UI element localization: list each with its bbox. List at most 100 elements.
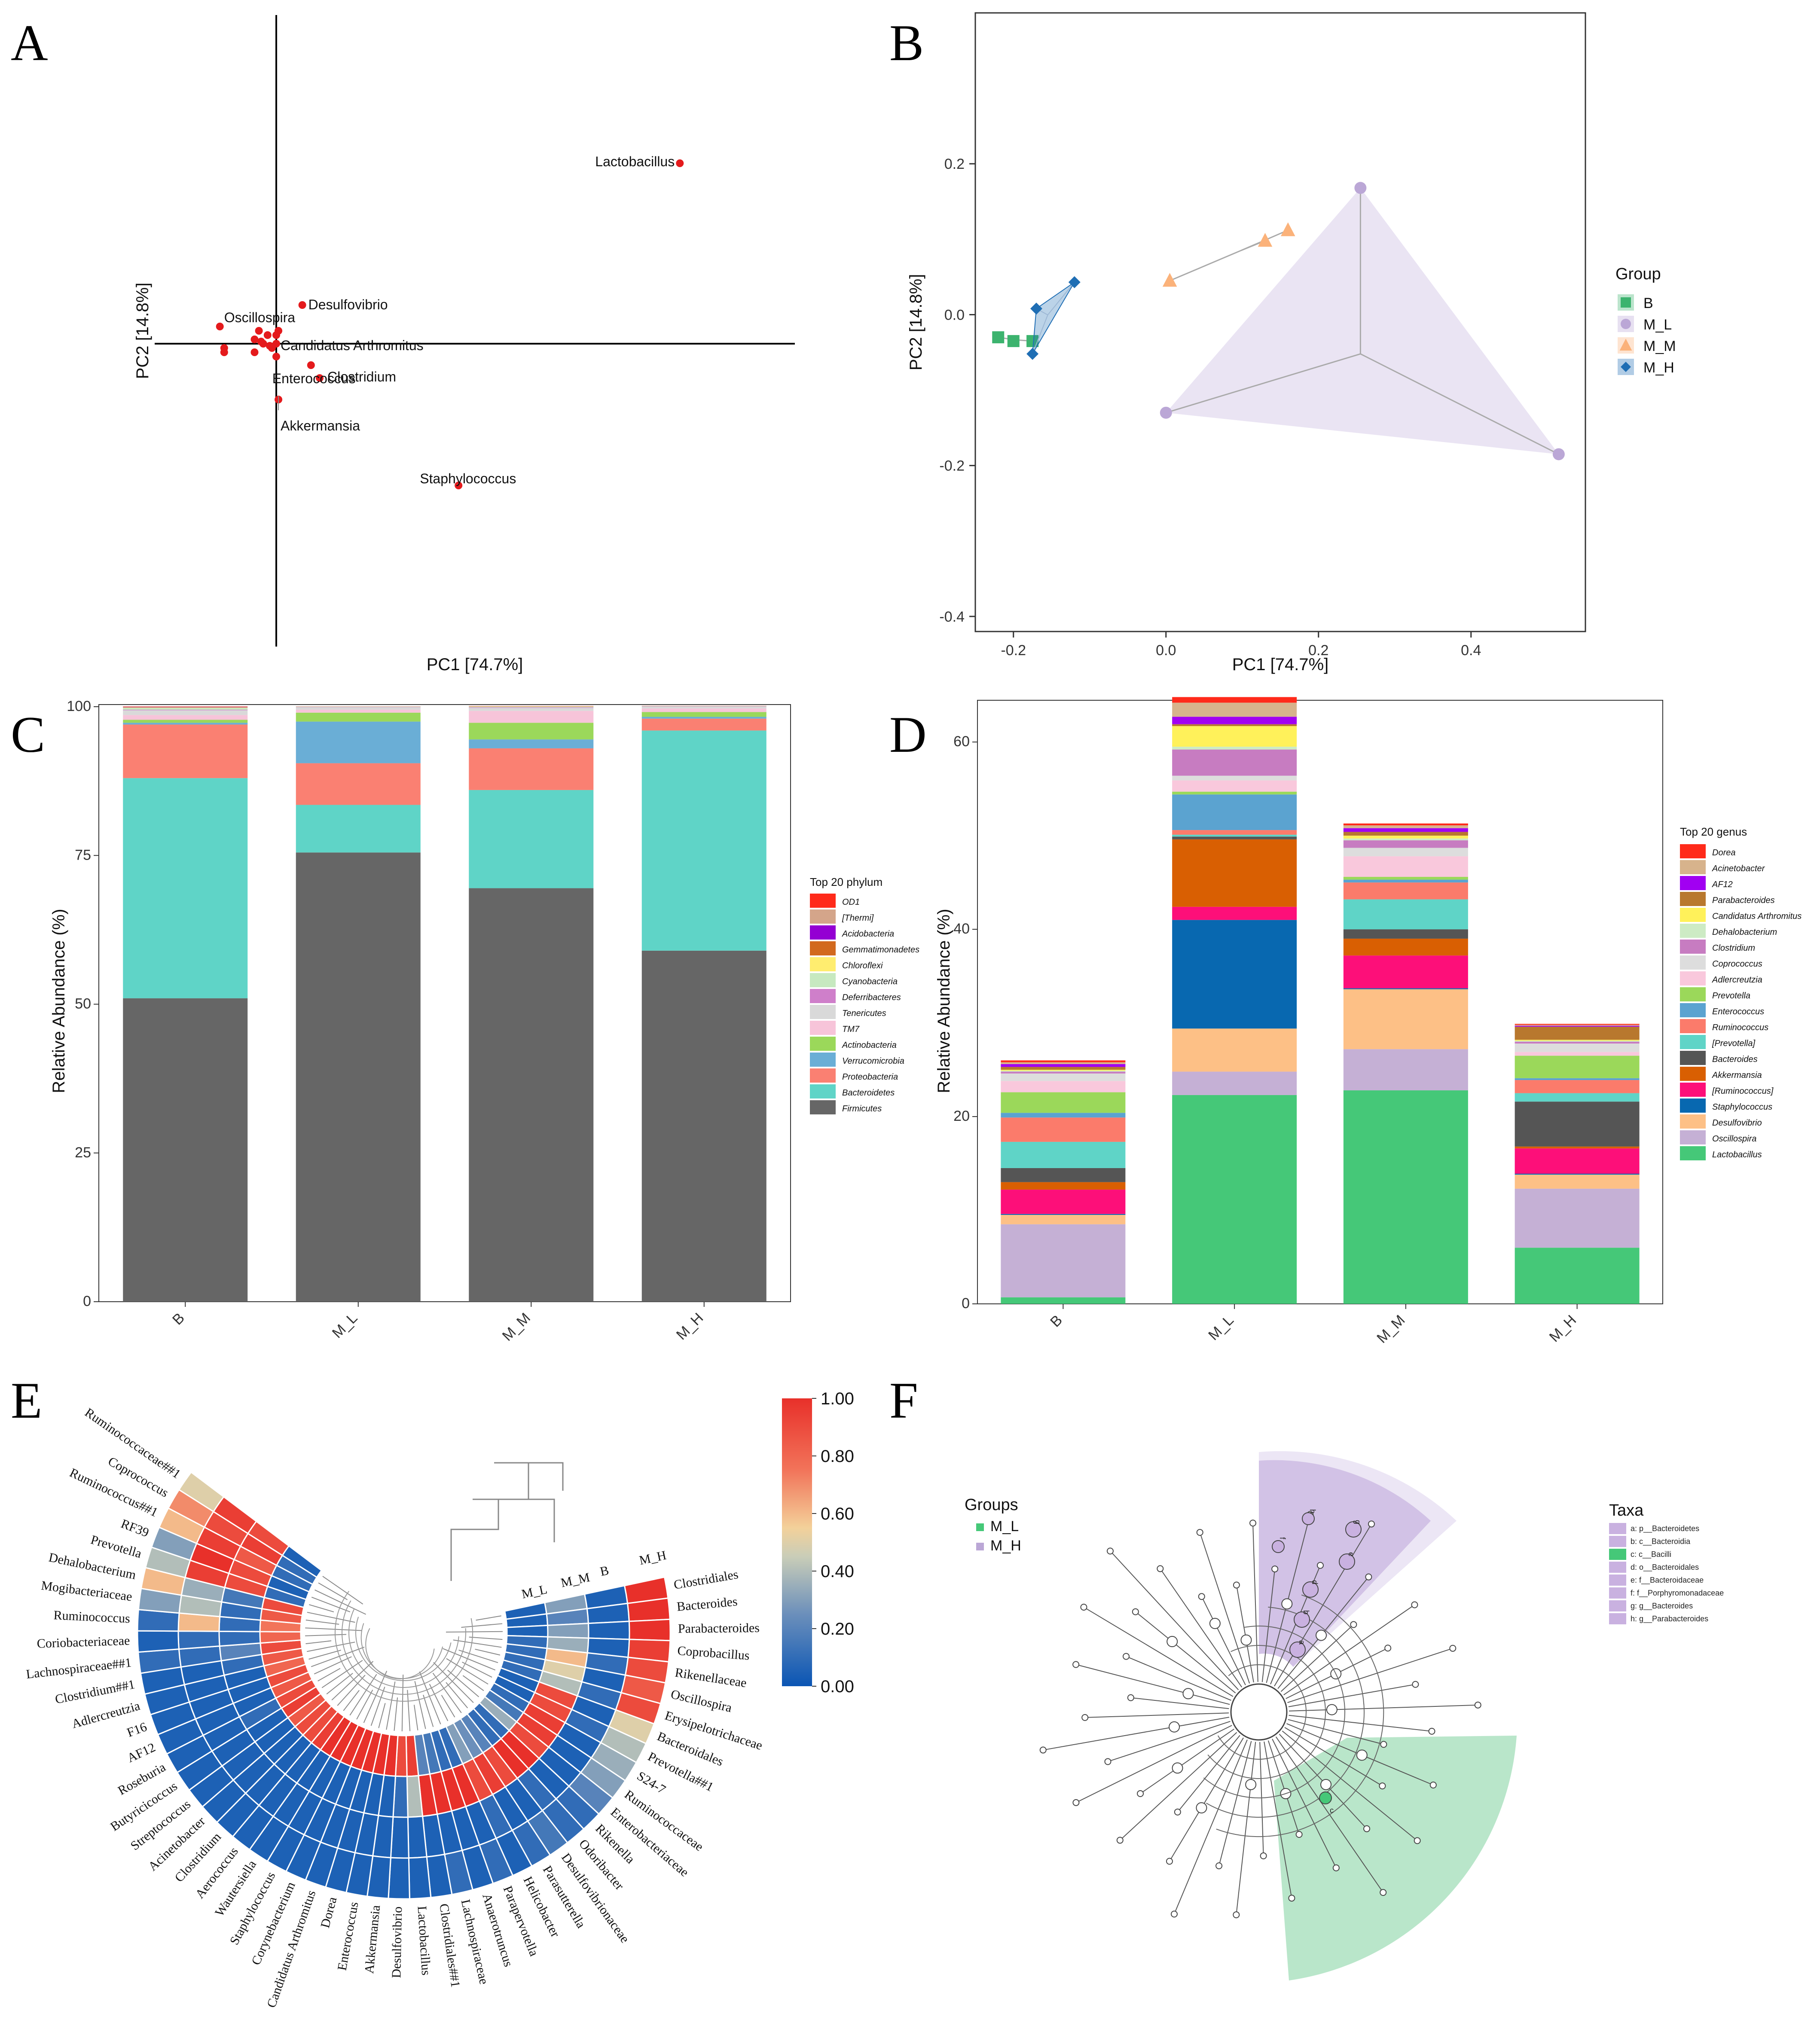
panel-d-bar-m-l-staphylococcus	[1172, 920, 1297, 1029]
panel-e-dendro-branch	[413, 1705, 418, 1730]
panel-c-legend-key-od1	[810, 894, 836, 908]
panel-c-legend-label-tm7: TM7	[842, 1025, 860, 1034]
panel-f-leaf-node	[1198, 1593, 1205, 1600]
panel-e-row-label-m-l: M_L	[520, 1582, 549, 1602]
panel-d-bar-m-l-oscillospira	[1172, 1071, 1297, 1095]
panel-e-dendro-branch	[475, 1648, 501, 1656]
panel-d-bar-m-h-adlercreutzia	[1515, 1052, 1640, 1056]
panel-a-label-clostridium: Clostridium	[327, 369, 396, 384]
panel-d-bar-m-m-dorea	[1343, 823, 1468, 826]
panel-d-bar-m-h-oscillospira	[1515, 1188, 1640, 1248]
panel-e-dendro-branch	[308, 1650, 341, 1660]
panel-e-cell-m-h-parabacteroides	[628, 1618, 671, 1642]
panel-b-spoke-m-h	[1047, 282, 1075, 315]
panel-d-legend-key-ruminococcus	[1680, 1083, 1706, 1097]
panel-d-bar-m-l-prevotella	[1172, 834, 1297, 837]
panel-e-dendro-branch	[429, 1684, 449, 1721]
panel-f-tree: h f g e d b a c	[1039, 1509, 1481, 1919]
panel-d-bar-m-m-bacteroides	[1343, 929, 1468, 939]
panel-e-dendro-arc	[335, 1591, 473, 1702]
panel-b-plot	[992, 182, 1565, 461]
panel-d-bar-m-h-coprococcus	[1515, 1044, 1640, 1052]
panel-a-label-staphylococcus: Staphylococcus	[420, 471, 516, 486]
panel-b-xtick-label: 0.4	[1461, 642, 1481, 659]
panel-e-dendro-branch	[309, 1604, 334, 1612]
panel-c-legend: OD1 [Thermi] Acidobacteria Gemmatimonadetes…	[810, 894, 919, 1114]
panel-b-hull-m-h	[1032, 282, 1075, 354]
panel-f-branch	[1288, 1684, 1416, 1707]
panel-e-col-label-s24-7: S24-7	[635, 1769, 668, 1797]
panel-e-dendro-branch	[378, 1703, 386, 1728]
panel-e-dendrogram	[305, 1462, 564, 1731]
panel-f-leaf-node	[1106, 1547, 1114, 1555]
panel-letter-e: E	[11, 1372, 42, 1429]
panel-c-legend-key-chloroflexi	[810, 957, 836, 971]
panel-e-dendro-branch	[318, 1582, 348, 1600]
panel-d-bar-m-l-coprococcus	[1172, 775, 1297, 781]
panel-f-leaf-node	[1365, 1573, 1372, 1581]
panel-d-bar-m-h-lactobacillus	[1515, 1248, 1640, 1304]
panel-d-bar-m-m-dehalobacterium	[1343, 838, 1468, 841]
panel-d-legend-label-akkermansia: Akkermansia	[1712, 1071, 1762, 1080]
panel-e-cell-m-h-coriobacteriaceae	[137, 1630, 180, 1653]
panel-d-legend-key-oscillospira	[1680, 1130, 1706, 1144]
panel-c-legend-key-proteobacteria	[810, 1068, 836, 1083]
panel-d-bar-b-prevotella	[1001, 1092, 1126, 1113]
panel-c-bar-b-bacteroidetes	[123, 778, 248, 998]
panel-f-inner-node	[1196, 1802, 1207, 1814]
panel-c-bar-m-h-bacteroidetes	[641, 730, 766, 951]
panel-d-bar-m-m-lactobacillus	[1343, 1090, 1468, 1304]
panel-d-legend-label-adlercreutzia: Adlercreutzia	[1712, 975, 1762, 985]
panel-d-legend-label-dehalobacterium: Dehalobacterium	[1712, 928, 1777, 937]
panel-f-taxa-key-3	[1609, 1562, 1626, 1573]
panel-a-label-akkermansia: Akkermansia	[281, 418, 360, 433]
panel-c-legend-key-tenericutes	[810, 1005, 836, 1019]
panel-e-cell-m-h-ruminococcaceae-1	[178, 1471, 225, 1513]
panel-b-ytick-label: -0.2	[939, 458, 965, 474]
panel-f-leaf-node	[1449, 1645, 1457, 1652]
panel-e-dendro-branch	[419, 1671, 441, 1724]
panel-c-legend-key-thermi	[810, 909, 836, 924]
panel-a-cluster-point	[266, 342, 274, 350]
panel-d-legend-label-candidatus-arthromitus: Candidatus Arthromitus	[1712, 912, 1802, 921]
panel-a-point-cluster	[220, 327, 283, 360]
panel-e-row-label-m-m: M_M	[559, 1570, 591, 1590]
panel-e-col-label-ruminococcus: Ruminococcus	[53, 1608, 131, 1626]
panel-e-cell-b-desulfovibrio	[390, 1816, 409, 1859]
panel-f-group-key-m-l	[976, 1523, 984, 1531]
panel-f-leaf-node	[1157, 1565, 1164, 1572]
panel-c-legend-label-verrucomicrobia: Verrucomicrobia	[842, 1056, 904, 1066]
panel-c-bar-m-h-tenericutes	[641, 707, 766, 709]
panel-f-leaf-node	[1080, 1604, 1087, 1611]
panel-b-xtick-label: 0.0	[1156, 642, 1176, 659]
panel-d-legend-key-staphylococcus	[1680, 1099, 1706, 1113]
panel-f-node-h	[1302, 1512, 1315, 1525]
panel-c-bar-m-l-actinobacteria	[296, 712, 421, 722]
panel-d-bar-m-l-adlercreutzia	[1172, 780, 1297, 792]
panel-a-label-enterococcus: Enterococcus	[272, 371, 356, 386]
panel-c-bar-m-m-chloroflexi	[469, 706, 594, 707]
panel-b-spoke-m-m	[1170, 250, 1241, 281]
panel-d-bar-b-enterococcus	[1001, 1113, 1126, 1118]
panel-d-legend-key-akkermansia	[1680, 1067, 1706, 1081]
panel-c-legend-label-gemmatimonadetes: Gemmatimonadetes	[842, 945, 919, 955]
panel-f-inner-node	[1240, 1634, 1252, 1646]
panel-f-leaf-node	[1196, 1529, 1203, 1536]
panel-f-branch	[1075, 1664, 1230, 1705]
panel-e-dendro-branch	[370, 1687, 385, 1726]
panel-d-legend-key-desulfovibrio	[1680, 1114, 1706, 1129]
panel-e-dendro-branch	[305, 1640, 332, 1645]
panel-c-legend-label-cyanobacteria: Cyanobacteria	[842, 977, 898, 986]
panel-f-leaf-node	[1081, 1714, 1089, 1721]
panel-d-legend-label-parabacteroides: Parabacteroides	[1712, 896, 1775, 905]
panel-d-bar-m-l-enterococcus	[1172, 794, 1297, 830]
panel-e-col-label-enterococcus: Enterococcus	[335, 1901, 361, 1972]
panel-d-bar-b-acinetobacter	[1001, 1062, 1126, 1064]
panel-f-leaf-node	[1072, 1661, 1080, 1668]
panel-letter-f: F	[889, 1372, 918, 1429]
panel-d-bar-m-m-staphylococcus	[1343, 988, 1468, 989]
panel-d-bar-m-h-candidatus-arthromitus	[1515, 1040, 1640, 1041]
panel-f-leaf-node	[1428, 1727, 1435, 1735]
panel-b-legend-marker-m-h	[1621, 362, 1631, 372]
